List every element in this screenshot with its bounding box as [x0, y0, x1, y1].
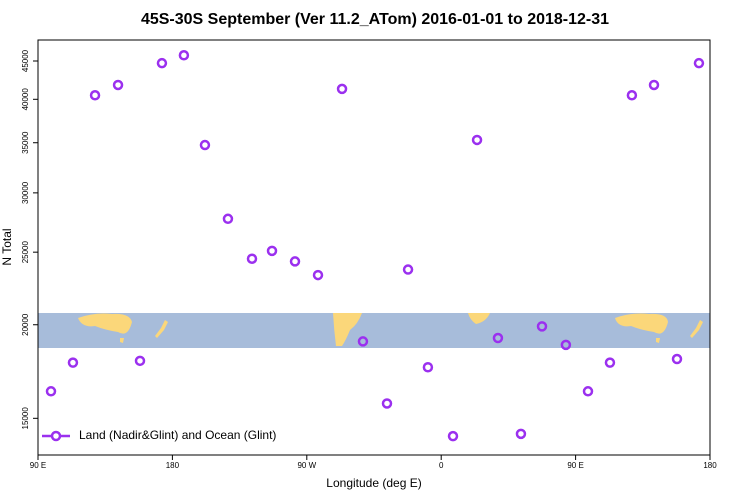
- data-point: [89, 90, 101, 101]
- legend-label: Land (Nadir&Glint) and Ocean (Glint): [79, 428, 276, 442]
- data-point: [471, 134, 483, 146]
- data-point: [626, 90, 638, 101]
- y-tick-label: 35000: [21, 131, 30, 154]
- data-point: [648, 79, 660, 91]
- plot-frame: [37, 39, 711, 456]
- data-point: [381, 398, 393, 409]
- data-point: [671, 353, 683, 365]
- data-point: [336, 83, 348, 95]
- data-point: [604, 357, 616, 368]
- x-tick-label: 180: [166, 461, 180, 470]
- x-tick-label: 90 E: [30, 461, 46, 470]
- data-point: [222, 213, 234, 225]
- data-point: [515, 428, 527, 440]
- chart-title: 45S-30S September (Ver 11.2_ATom) 2016-0…: [141, 11, 609, 28]
- data-point: [693, 57, 705, 69]
- data-point: [312, 269, 324, 281]
- y-tick-label: 40000: [21, 88, 30, 111]
- data-point: [402, 264, 414, 275]
- y-axis-label: N Total: [0, 228, 14, 265]
- legend-marker: [50, 430, 62, 442]
- x-axis-label: Longitude (deg E): [326, 476, 421, 490]
- x-tick-label: 0: [439, 461, 444, 470]
- data-point: [67, 357, 79, 368]
- map-strip: [38, 313, 710, 348]
- data-point: [134, 355, 146, 367]
- data-point: [266, 245, 278, 257]
- y-tick-label: 15000: [21, 407, 30, 430]
- data-point: [199, 139, 211, 151]
- data-point: [422, 361, 434, 373]
- y-tick-label: 25000: [21, 240, 30, 263]
- y-tick-label: 30000: [21, 181, 30, 204]
- data-point: [492, 332, 504, 344]
- data-point: [289, 256, 301, 267]
- y-tick-label: 45000: [21, 49, 30, 72]
- x-tick-label: 90 E: [567, 461, 583, 470]
- data-point: [582, 386, 594, 397]
- data-point: [536, 321, 548, 332]
- data-point: [112, 79, 124, 91]
- data-point: [447, 430, 459, 442]
- data-point: [560, 339, 572, 351]
- data-point: [357, 336, 369, 347]
- data-point: [178, 50, 190, 61]
- data-point: [156, 57, 168, 69]
- y-tick-label: 20000: [21, 313, 30, 336]
- x-tick-label: 180: [703, 461, 717, 470]
- data-point: [45, 386, 57, 397]
- data-point: [246, 253, 258, 264]
- x-tick-label: 90 W: [297, 461, 316, 470]
